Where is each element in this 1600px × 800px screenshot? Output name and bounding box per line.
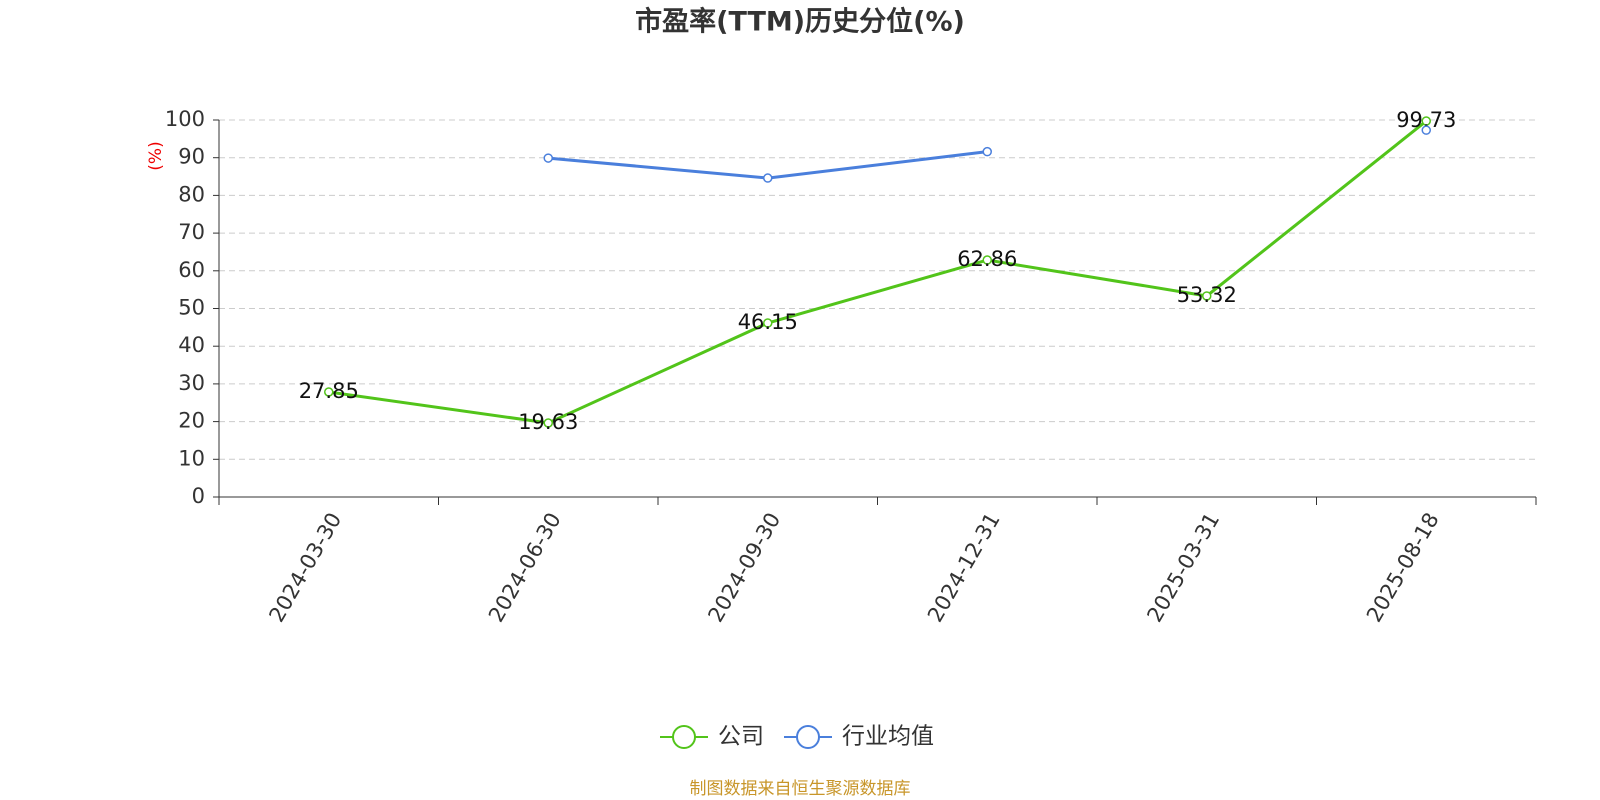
data-label: 46.15 — [738, 310, 798, 334]
y-tick-label: 10 — [178, 446, 205, 470]
x-tick-label: 2024-09-30 — [703, 509, 785, 627]
series-line — [328, 119, 1428, 425]
y-tick-label: 30 — [178, 371, 205, 395]
y-tick-label: 70 — [178, 220, 205, 244]
y-axis-label: (%) — [146, 141, 166, 170]
data-label: 62.86 — [957, 247, 1017, 271]
legend-label: 公司 — [718, 724, 764, 750]
point — [1202, 291, 1212, 301]
legend-marker — [796, 725, 820, 749]
y-tick-label: 0 — [192, 484, 205, 508]
data-label: 27.85 — [299, 379, 359, 403]
y-tick-label: 40 — [178, 333, 205, 357]
point — [982, 255, 992, 265]
x-tick-label: 2025-03-31 — [1142, 509, 1224, 627]
x-tick-label: 2025-08-18 — [1362, 509, 1444, 627]
legend-label: 行业均值 — [842, 724, 934, 750]
point — [763, 318, 773, 328]
y-tick-label: 20 — [178, 409, 205, 433]
chart-title: 市盈率(TTM)历史分位(%) — [635, 6, 965, 38]
y-tick-label: 60 — [178, 258, 205, 282]
data-label: 19.63 — [518, 410, 578, 434]
point — [324, 387, 334, 397]
y-tick-label: 50 — [178, 296, 205, 320]
point — [1421, 116, 1431, 126]
y-tick-label: 80 — [178, 182, 205, 206]
y-tick-label: 100 — [165, 107, 205, 131]
x-tick-label: 2024-12-31 — [923, 509, 1005, 627]
legend-marker — [672, 725, 696, 749]
y-tick-label: 90 — [178, 145, 205, 169]
x-tick-label: 2024-06-30 — [484, 509, 566, 627]
point — [543, 418, 553, 428]
source-note: 制图数据来自恒生聚源数据库 — [690, 779, 911, 799]
x-tick-label: 2024-03-30 — [264, 509, 346, 627]
point — [1421, 125, 1431, 135]
data-label: 53.32 — [1177, 283, 1237, 307]
point — [543, 153, 553, 163]
point — [982, 146, 992, 157]
point — [763, 173, 773, 183]
